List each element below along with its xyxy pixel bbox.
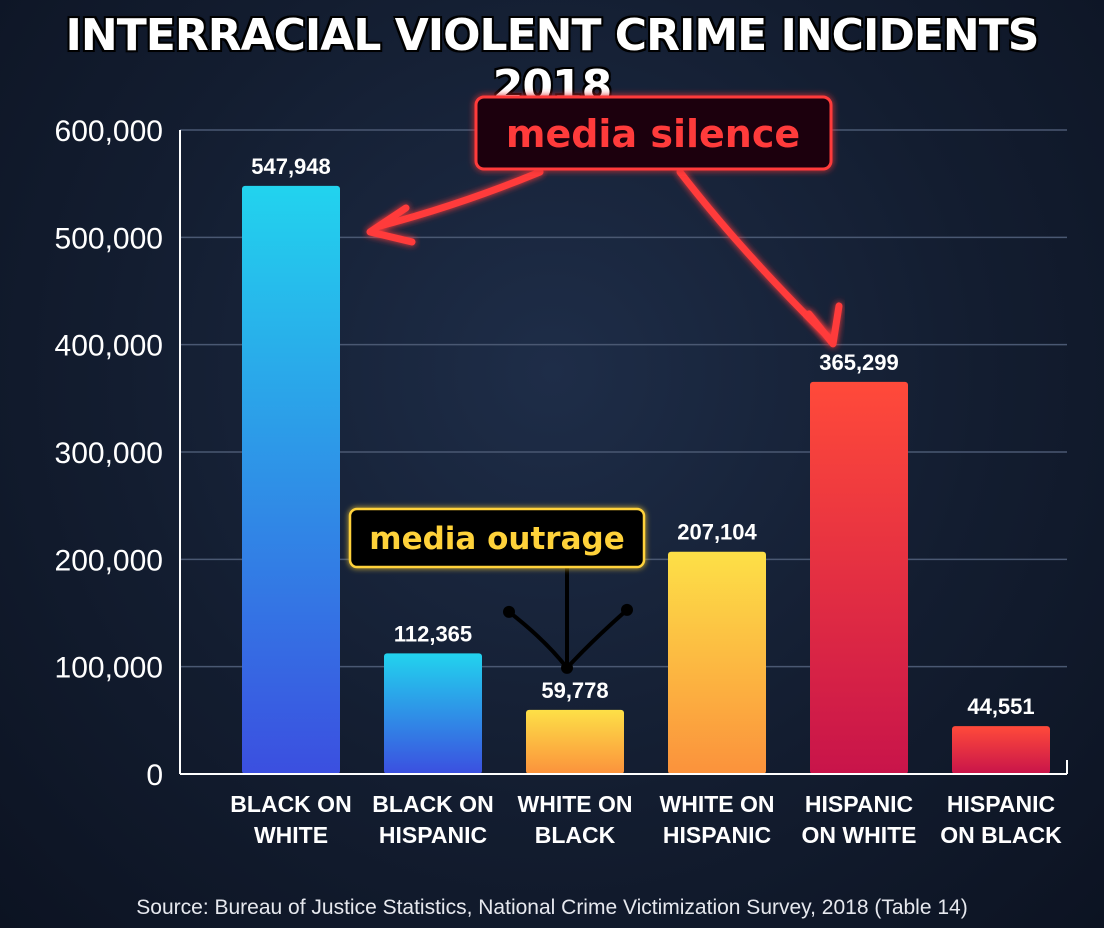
source-note: Source: Bureau of Justice Statistics, Na… [136,896,968,919]
outrage-pointer-hub [561,661,573,674]
x-tick-label-black-on-hispanic: BLACK ON HISPANIC [372,791,493,848]
outrage-pointer-left-dot [503,605,515,618]
value-label-black-on-hispanic: 112,365 [394,621,472,646]
x-tick-label-black-on-white: BLACK ON WHITE [230,791,351,848]
silence-arrow-left-head [366,204,416,246]
bar-hispanic-on-white [810,381,908,774]
chart-title: INTERRACIAL VIOLENT CRIME INCIDENTS 2018 [65,10,1040,112]
bars-layer: 547,948 112,365 59,778 207,104 365,299 44,551 [242,154,1050,774]
y-tick-label-400000: 400,000 [55,330,163,363]
annotation-layer: media silence media outrage [348,95,843,674]
axis-layer: 0 100,000 200,000 300,000 400,000 500,000 600,… [55,115,1068,848]
annotation-media-silence: media silence [366,95,843,348]
outrage-pointer-right-dot [621,603,633,616]
bar-black-on-white [242,185,340,774]
silence-label-text: media silence [506,112,800,156]
bar-white-on-black [526,709,624,774]
y-tick-label-200000: 200,000 [55,544,163,577]
bar-hispanic-on-black [952,726,1050,774]
x-tick-label-white-on-hispanic: WHITE ON HISPANIC [660,791,775,848]
y-tick-label-0: 0 [146,759,163,792]
value-label-white-on-black: 59,778 [541,678,608,703]
x-tick-label-hispanic-on-white: HISPANIC ON WHITE [802,791,917,848]
bar-white-on-hispanic [668,551,766,774]
y-tick-label-100000: 100,000 [55,652,163,685]
silence-arrow-right-head [805,302,843,348]
value-label-hispanic-on-white: 365,299 [819,350,899,375]
value-label-white-on-hispanic: 207,104 [677,520,757,545]
silence-arrow-left-shaft [376,168,544,230]
y-tick-label-300000: 300,000 [55,437,163,470]
silence-label-box [474,95,833,171]
bar-black-on-hispanic [384,653,482,774]
y-tick-label-600000: 600,000 [55,115,163,148]
x-tick-label-white-on-black: WHITE ON BLACK [518,791,633,848]
value-label-black-on-white: 547,948 [251,154,331,179]
y-tick-label-500000: 500,000 [55,222,163,255]
outrage-pointer-left [507,609,569,670]
outrage-label-box [348,507,646,569]
value-label-hispanic-on-black: 44,551 [967,694,1034,719]
x-tick-label-hispanic-on-black: HISPANIC ON BLACK [940,791,1062,848]
outrage-pointer-right [565,607,629,670]
annotation-media-outrage: media outrage [348,507,646,674]
outrage-label-text: media outrage [369,521,624,557]
